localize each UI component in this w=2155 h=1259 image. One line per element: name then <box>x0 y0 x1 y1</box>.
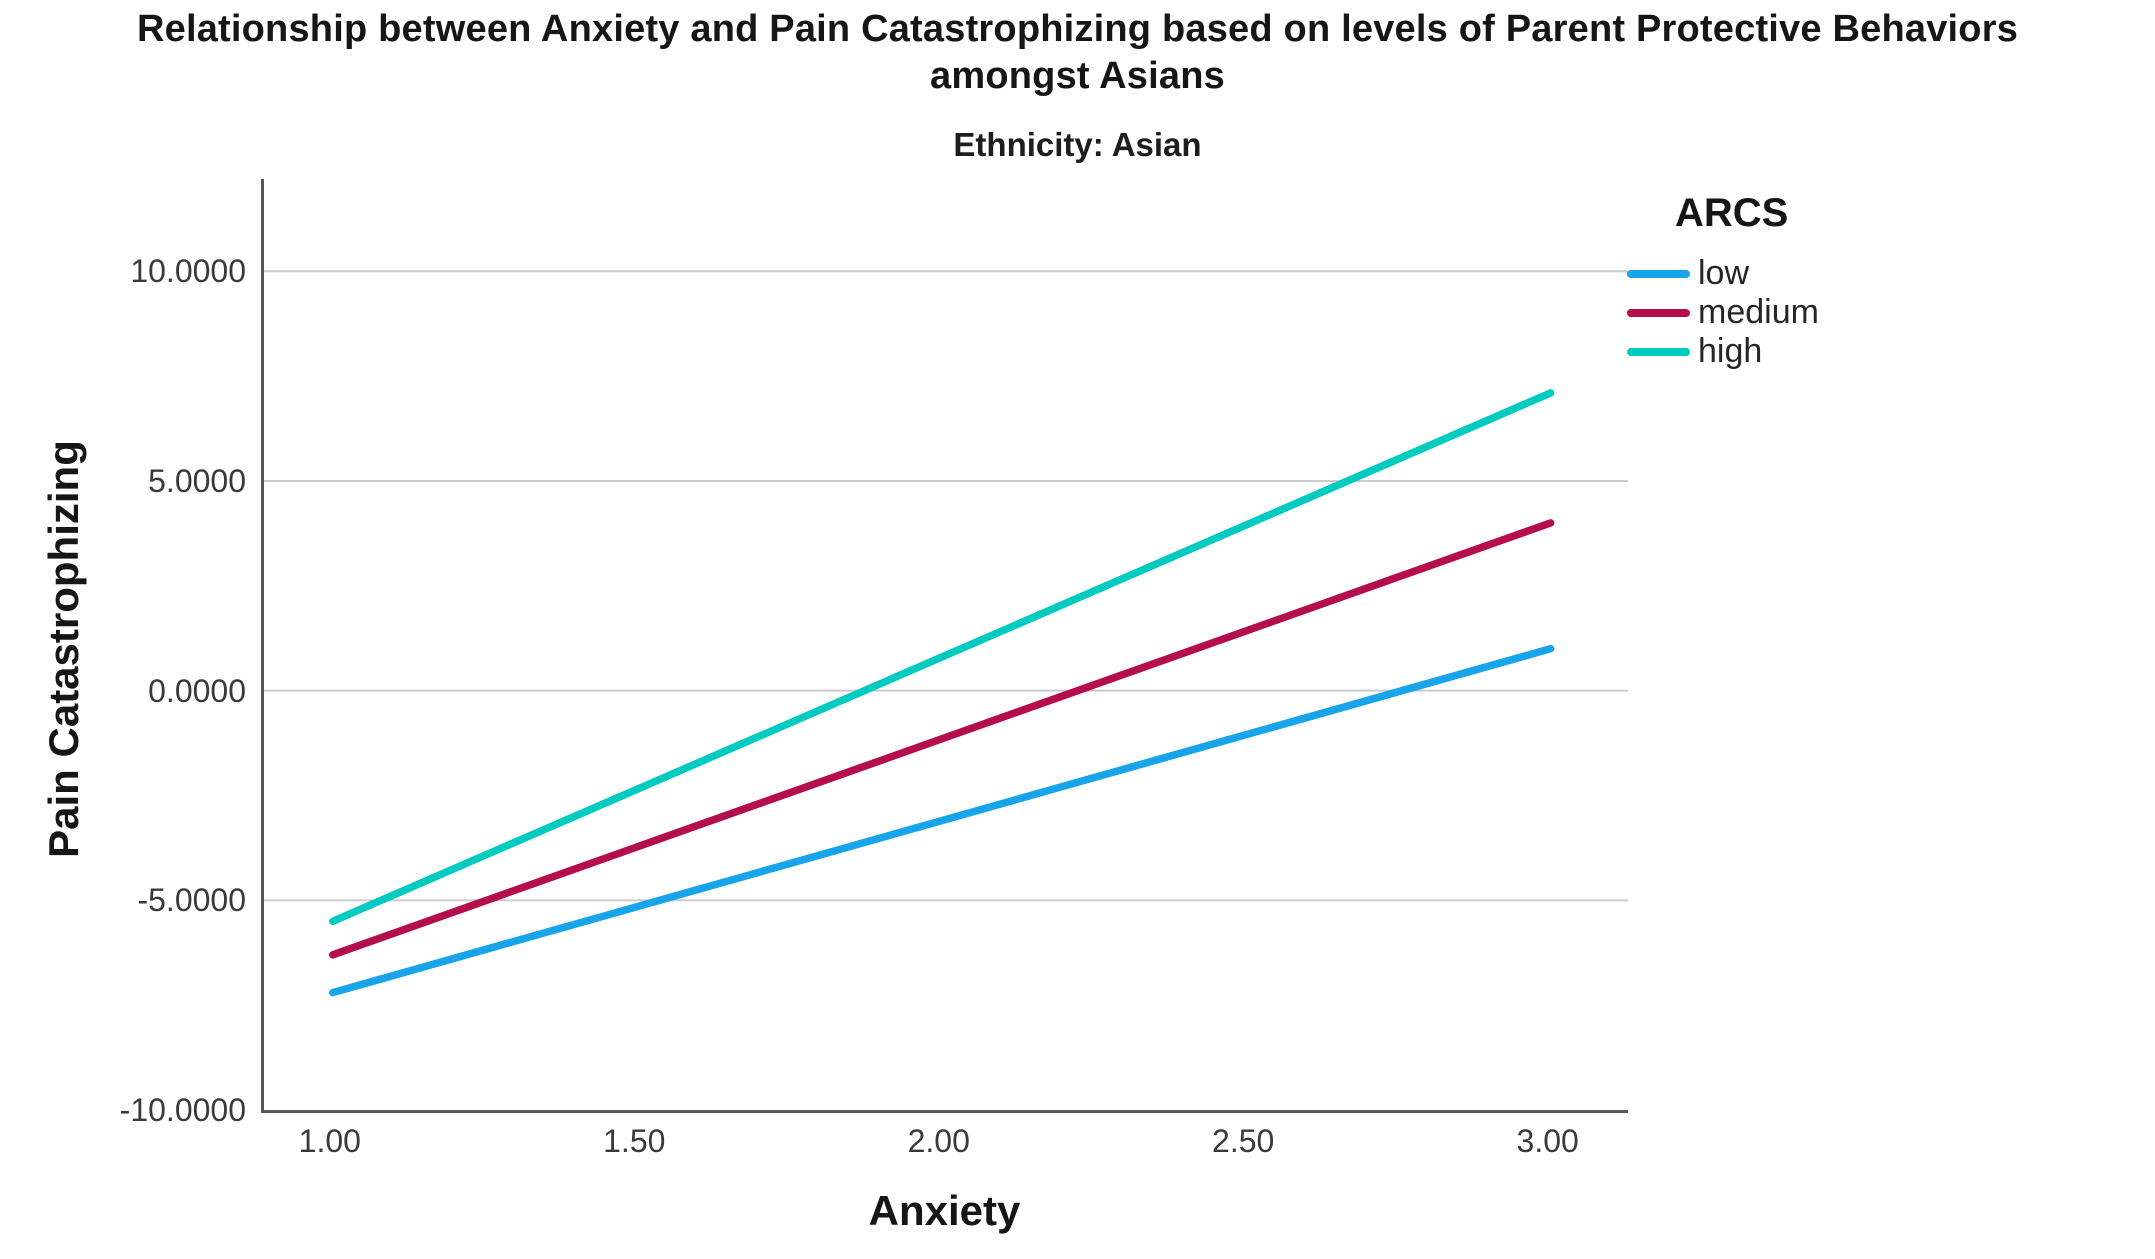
x-tick-label: 2.00 <box>907 1123 970 1159</box>
y-tick-label: -5.0000 <box>137 882 246 919</box>
legend-item-high: high <box>1627 332 2107 371</box>
y-tick-label: 0.0000 <box>148 672 246 709</box>
series-line-medium <box>329 519 1555 959</box>
x-axis-title: Anxiety <box>868 1187 1021 1234</box>
series-line-low <box>329 644 1555 997</box>
legend-swatch-high <box>1627 347 1690 356</box>
legend-item-label: low <box>1698 254 1750 292</box>
y-axis-title: Pain Catastrophizing <box>40 440 87 858</box>
chart-title-line1: Relationship between Anxiety and Pain Ca… <box>136 8 2019 50</box>
legend-item-label: medium <box>1698 293 1819 331</box>
legend-title: ARCS <box>1675 191 1789 235</box>
chart-title-line2: amongst Asians <box>930 55 1225 97</box>
x-tick-label: 1.50 <box>603 1123 666 1159</box>
y-tick-label: 10.0000 <box>130 253 246 290</box>
panel-label: Ethnicity: Asian <box>953 126 1202 163</box>
x-tick-label: 2.50 <box>1212 1123 1275 1159</box>
x-tick-label: 1.00 <box>298 1123 361 1159</box>
y-tick-label: -10.0000 <box>119 1092 246 1128</box>
chart-title: Relationship between Anxiety and Pain Ca… <box>0 6 2155 100</box>
legend-items: low medium high <box>1627 254 2107 371</box>
legend: ARCS low medium high <box>1627 190 2107 371</box>
y-tick-label: 5.0000 <box>148 462 246 499</box>
plot-area <box>261 179 1628 1113</box>
legend-item-medium: medium <box>1627 293 2107 332</box>
legend-swatch-low <box>1627 269 1690 278</box>
series-line-high <box>329 389 1555 926</box>
series-lines-svg <box>264 270 1628 997</box>
legend-swatch-medium <box>1627 308 1690 317</box>
x-tick-label: 3.00 <box>1516 1123 1579 1159</box>
legend-item-low: low <box>1627 254 2107 293</box>
legend-item-label: high <box>1698 332 1763 370</box>
